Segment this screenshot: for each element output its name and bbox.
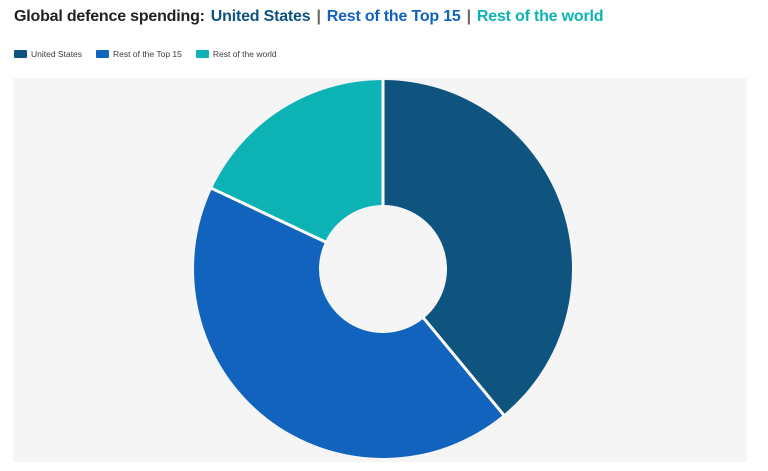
title-series-rest-of-world: Rest of the world: [476, 8, 604, 25]
pie-segment-rest-of-the-world[interactable]: [211, 80, 383, 242]
pie-segment-rest-of-the-top-15[interactable]: [194, 188, 504, 458]
legend: United States Rest of the Top 15 Rest of…: [14, 49, 277, 59]
title-prefix: Global defence spending:: [14, 8, 205, 25]
legend-label: Rest of the world: [212, 49, 277, 59]
segment-divider: [421, 315, 506, 418]
legend-item-united-states[interactable]: United States: [14, 49, 82, 59]
title-series-rest-of-top-15: Rest of the Top 15: [326, 8, 461, 25]
title-separator: |: [466, 8, 471, 25]
pie-segment-united-states[interactable]: [383, 80, 573, 415]
legend-swatch-rest-of-world: [195, 50, 209, 58]
donut-chart: [193, 79, 573, 459]
title-separator: |: [316, 8, 321, 25]
segment-divider: [209, 186, 328, 244]
legend-item-rest-of-top-15[interactable]: Rest of the Top 15: [96, 49, 182, 59]
legend-swatch-rest-of-top-15: [96, 50, 110, 58]
chart-title: Global defence spending: United States |…: [14, 8, 603, 26]
legend-swatch-united-states: [14, 50, 27, 58]
title-series-united-states: United States: [210, 8, 311, 25]
legend-item-rest-of-world[interactable]: Rest of the world: [195, 49, 277, 59]
legend-label: Rest of the Top 15: [113, 49, 182, 59]
legend-label: United States: [31, 49, 83, 59]
chart-panel: [13, 78, 747, 462]
